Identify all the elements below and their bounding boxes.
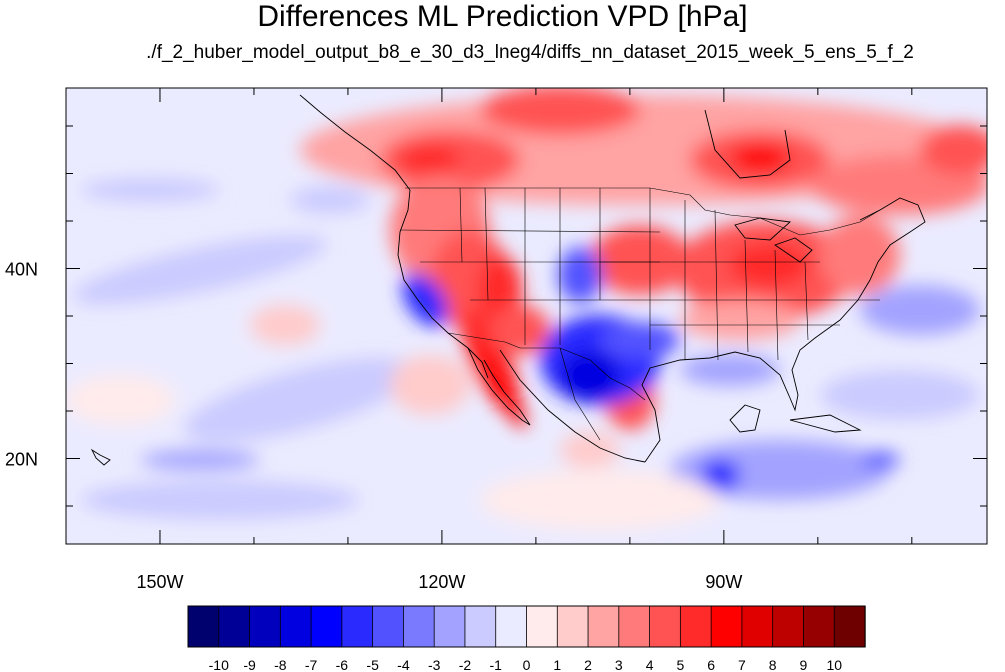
colorbar-swatch <box>619 606 650 647</box>
colorbar-swatch <box>188 606 219 647</box>
atlantic-negative <box>860 285 980 335</box>
colorbar-swatch <box>219 606 250 647</box>
colorbar-label: 10 <box>826 657 842 672</box>
pacific-positive-west <box>65 375 175 425</box>
colorbar-label: 1 <box>553 657 561 672</box>
colorbar-swatch <box>373 606 404 647</box>
colorbar-label: 3 <box>615 657 623 672</box>
pacific-negative-east <box>290 186 370 214</box>
map-figure: 40N20N150W 120W 90W -10 -9 -8 -7 -6 -5 -4 -3 -2 -1 0… <box>0 0 1005 672</box>
colorbar-swatch <box>650 606 681 647</box>
colorbar-label: -5 <box>366 657 379 672</box>
colorbar-swatch <box>496 606 527 647</box>
colorbar-swatch <box>527 606 558 647</box>
northeast-positive <box>820 215 900 295</box>
plains-positive <box>590 225 690 295</box>
colorbar-swatch <box>803 606 834 647</box>
midwest-positive-core <box>730 243 810 287</box>
colorbar-swatch <box>680 606 711 647</box>
canada-positive-north <box>480 85 640 135</box>
canada-positive-west-core <box>400 145 460 175</box>
mexico-south-positive <box>560 432 620 468</box>
colorbar-label: -2 <box>459 657 472 672</box>
colorbar-label: -7 <box>305 657 318 672</box>
colorbar-label: 6 <box>707 657 715 672</box>
pacific-positive-east <box>390 355 470 415</box>
lon-tick-label: 150W <box>136 572 183 592</box>
pacific-negative-north <box>80 178 220 202</box>
colorbar-label: 7 <box>738 657 746 672</box>
colorbar-swatch <box>742 606 773 647</box>
colorbar-swatch <box>557 606 588 647</box>
colorbar-swatch <box>588 606 619 647</box>
colorbar-label: -6 <box>336 657 349 672</box>
lat-tick-label: 20N <box>5 450 38 470</box>
hudson-positive-core <box>730 144 790 172</box>
sonora-positive <box>490 305 550 355</box>
colorbar-swatch <box>711 606 742 647</box>
colorbar-label: -8 <box>274 657 287 672</box>
colorbar-label: -1 <box>490 657 503 672</box>
colorbar-label: 8 <box>769 657 777 672</box>
colorbar-swatch <box>403 606 434 647</box>
colorbar-label: 4 <box>646 657 654 672</box>
caribbean-negative-east <box>860 452 900 468</box>
colorbar-label: -3 <box>428 657 441 672</box>
pacific-positive-south <box>480 470 720 530</box>
colorbar-label: 5 <box>676 657 684 672</box>
lon-tick-label: 90W <box>705 572 742 592</box>
colorbar-swatch <box>280 606 311 647</box>
colorado-negative <box>558 247 602 303</box>
colorbar-swatch <box>311 606 342 647</box>
colorbar-swatch <box>773 606 804 647</box>
colorbar-swatch <box>434 606 465 647</box>
colorbar-swatch <box>465 606 496 647</box>
pacific-negative-core <box>140 450 260 470</box>
lon-tick-label: 120W <box>418 572 465 592</box>
colorbar-swatch <box>342 606 373 647</box>
colorbar-label: 2 <box>584 657 592 672</box>
colorbar-label: -9 <box>243 657 256 672</box>
southeast-positive <box>680 300 800 340</box>
mexico-north-negative-core <box>560 350 620 400</box>
colorbar-swatch <box>834 606 865 647</box>
colorbar-label: -10 <box>209 657 229 672</box>
pacific-negative-southwest <box>80 480 360 520</box>
labrador-positive <box>920 125 1000 175</box>
map-area <box>65 85 1000 544</box>
colorbar: -10 -9 -8 -7 -6 -5 -4 -3 -2 -1 0 1 2 3 4 5 6 7 8 9 10 <box>188 606 865 672</box>
texas-negative <box>600 322 680 358</box>
pacific-positive-central <box>250 305 320 345</box>
atlantic-negative-south <box>820 370 980 420</box>
lat-tick-label: 40N <box>5 260 38 280</box>
colorbar-swatch <box>250 606 281 647</box>
colorbar-label: 0 <box>523 657 531 672</box>
colorbar-label: -4 <box>397 657 410 672</box>
colorbar-label: 9 <box>800 657 808 672</box>
